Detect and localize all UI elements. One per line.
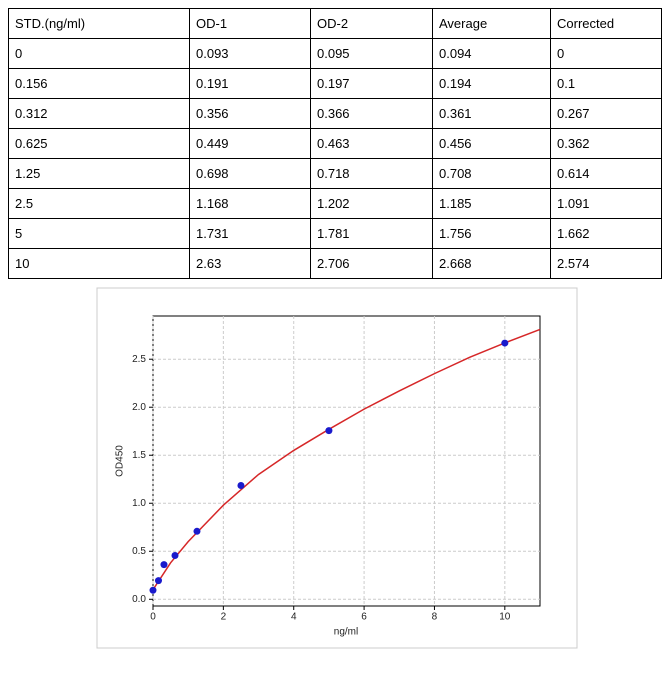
table-cell: 2.63 xyxy=(189,248,311,279)
x-tick-label: 8 xyxy=(432,612,438,623)
table-cell: 1.662 xyxy=(550,218,662,249)
table-cell: 0.625 xyxy=(8,128,190,159)
x-tick-label: 2 xyxy=(221,612,227,623)
table-cell: 0.194 xyxy=(432,68,551,99)
x-tick-label: 10 xyxy=(499,612,511,623)
table-cell: 0.093 xyxy=(189,38,311,69)
data-table: STD.(ng/ml) OD-1 OD-2 Average Corrected 0 0.09… xyxy=(8,8,662,279)
data-point xyxy=(501,339,509,347)
table-cell: 0.614 xyxy=(550,158,662,189)
table-cell: 1.185 xyxy=(432,188,551,219)
table-cell: Corrected xyxy=(550,8,662,39)
table-cell: 2.668 xyxy=(432,248,551,279)
table-cell: 10 xyxy=(8,248,190,279)
y-tick-label: 0.5 xyxy=(132,546,146,557)
y-axis-label: OD450 xyxy=(115,445,126,477)
table-row: 10 2.63 2.706 2.668 2.574 xyxy=(8,248,662,279)
data-point xyxy=(171,551,179,559)
data-point xyxy=(160,561,168,569)
table-cell: 0.361 xyxy=(432,98,551,129)
table-cell: 0.708 xyxy=(432,158,551,189)
table-cell: 0.463 xyxy=(310,128,433,159)
table-cell: 0.718 xyxy=(310,158,433,189)
y-tick-label: 2.0 xyxy=(132,402,146,413)
table-cell: 0.449 xyxy=(189,128,311,159)
table-row: 5 1.731 1.781 1.756 1.662 xyxy=(8,218,662,249)
y-tick-label: 0.0 xyxy=(132,594,146,605)
table-row: 0.625 0.449 0.463 0.456 0.362 xyxy=(8,128,662,159)
table-row: 2.5 1.168 1.202 1.185 1.091 xyxy=(8,188,662,219)
y-tick-label: 1.0 xyxy=(132,498,146,509)
x-tick-label: 6 xyxy=(361,612,367,623)
chart-border xyxy=(96,287,578,649)
table-cell: 0.456 xyxy=(432,128,551,159)
x-tick-label: 4 xyxy=(291,612,297,623)
x-axis-label: ng/ml xyxy=(334,627,358,638)
data-point xyxy=(325,427,333,435)
data-point xyxy=(193,527,201,535)
data-point xyxy=(149,586,157,594)
data-point xyxy=(154,577,162,585)
table-cell: 2.574 xyxy=(550,248,662,279)
table-cell: 1.731 xyxy=(189,218,311,249)
table-cell: Average xyxy=(432,8,551,39)
table-cell: OD-1 xyxy=(189,8,311,39)
table-row: 0.156 0.191 0.197 0.194 0.1 xyxy=(8,68,662,99)
x-tick-label: 0 xyxy=(150,612,156,623)
table-cell: 1.781 xyxy=(310,218,433,249)
table-cell: 0.156 xyxy=(8,68,190,99)
y-tick-label: 2.5 xyxy=(132,354,146,365)
table-cell: STD.(ng/ml) xyxy=(8,8,190,39)
table-row: STD.(ng/ml) OD-1 OD-2 Average Corrected xyxy=(8,8,662,39)
table-row: 1.25 0.698 0.718 0.708 0.614 xyxy=(8,158,662,189)
table-cell: 0.356 xyxy=(189,98,311,129)
y-tick-label: 1.5 xyxy=(132,450,146,461)
table-row: 0 0.093 0.095 0.094 0 xyxy=(8,38,662,69)
table-cell: 2.706 xyxy=(310,248,433,279)
table-row: 0.312 0.356 0.366 0.361 0.267 xyxy=(8,98,662,129)
table-body: STD.(ng/ml) OD-1 OD-2 Average Corrected 0 0.09… xyxy=(8,8,662,279)
table-cell: 0.095 xyxy=(310,38,433,69)
data-point xyxy=(237,481,245,489)
